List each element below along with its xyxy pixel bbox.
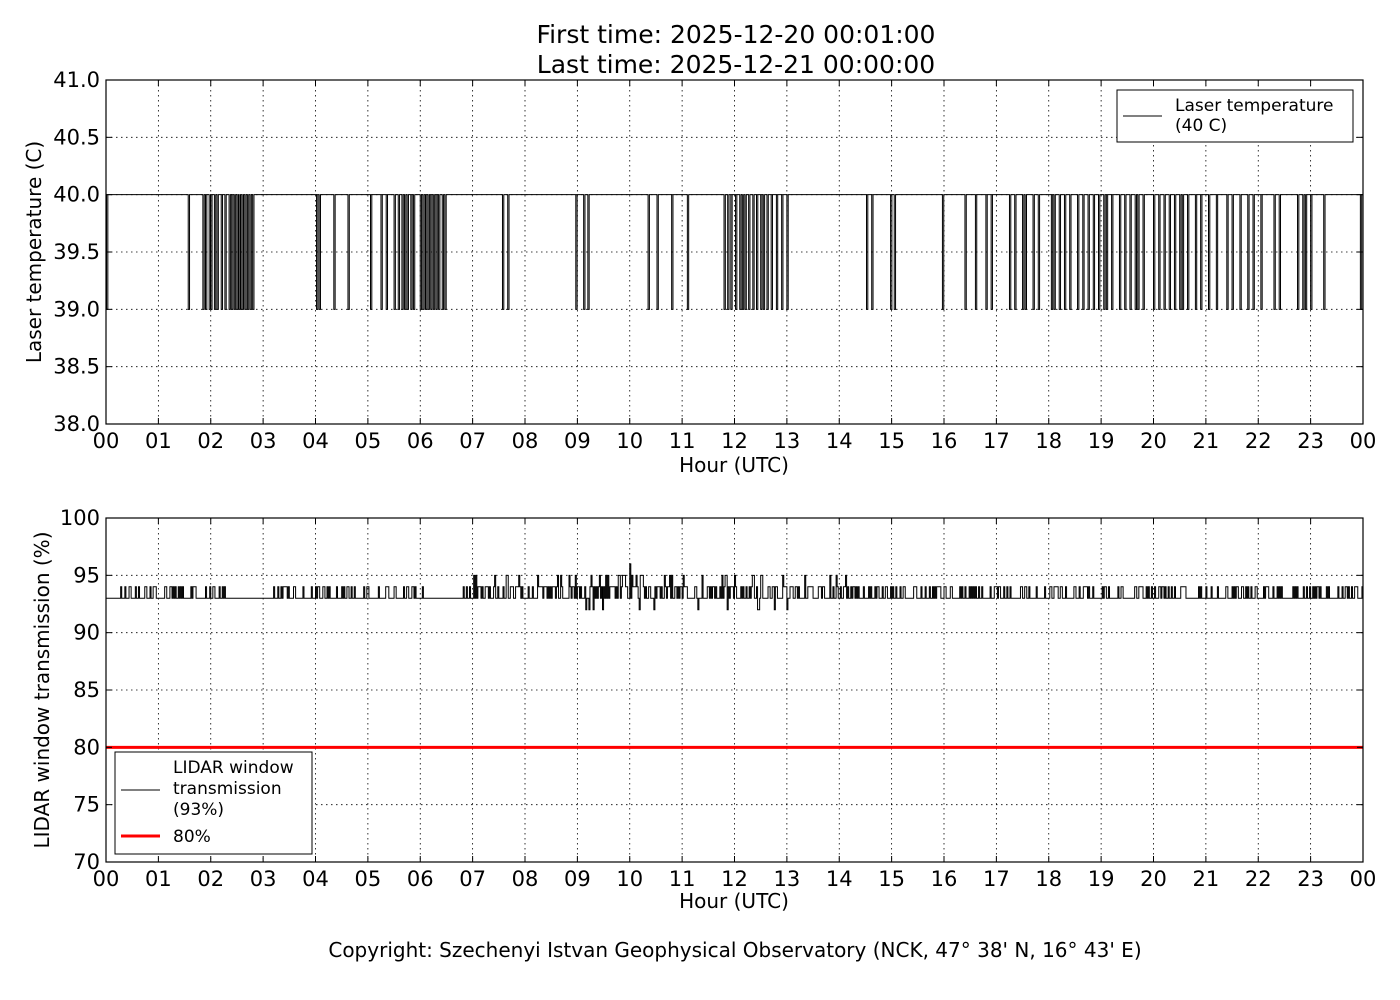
copyright-note: Copyright: Szechenyi Istvan Geophysical … — [328, 938, 1141, 962]
lidar-transmission-xlabel: Hour (UTC) — [679, 889, 789, 913]
lidar-transmission-xtick-label: 17 — [983, 867, 1010, 891]
lidar-transmission-series-line — [106, 563, 1364, 611]
lidar-transmission-xtick-label: 14 — [826, 867, 853, 891]
laser-temperature-xtick-label: 06 — [407, 429, 434, 453]
lidar-transmission-xtick-label: 04 — [302, 867, 329, 891]
laser-temperature-ytick-label: 40.5 — [53, 125, 100, 149]
lidar-transmission-ylabel: LIDAR window transmission (%) — [30, 532, 54, 849]
lidar-transmission-legend-line2: transmission — [173, 779, 282, 799]
laser-temperature-legend: Laser temperature (40 C) — [1116, 89, 1354, 143]
laser-temperature-xtick-label: 20 — [1140, 429, 1167, 453]
lidar-transmission-xtick-label: 13 — [774, 867, 801, 891]
laser-temperature-xtick-label: 00 — [1350, 429, 1377, 453]
chart-title-line1: First time: 2025-12-20 00:01:00 — [537, 20, 936, 49]
chart-title-line2: Last time: 2025-12-21 00:00:00 — [537, 50, 935, 79]
threshold-legend-label: 80% — [173, 827, 211, 847]
laser-temperature-xtick-label: 00 — [93, 429, 120, 453]
laser-temperature-xtick-label: 02 — [197, 429, 224, 453]
lidar-transmission-xtick-label: 00 — [1350, 867, 1377, 891]
lidar-transmission-ytick-label: 100 — [60, 506, 100, 530]
laser-temperature-xtick-label: 01 — [145, 429, 172, 453]
lidar-transmission-xtick-label: 21 — [1193, 867, 1220, 891]
lidar-transmission-ytick-label: 90 — [73, 621, 100, 645]
laser-temperature-xtick-label: 14 — [826, 429, 853, 453]
lidar-transmission-xtick-label: 20 — [1140, 867, 1167, 891]
lidar-transmission-ytick-label: 80 — [73, 735, 100, 759]
laser-temperature-ytick-label: 39.5 — [53, 240, 100, 264]
lidar-transmission-xtick-label: 08 — [512, 867, 539, 891]
lidar-transmission-xtick-label: 12 — [721, 867, 748, 891]
lidar-transmission-ytick-label: 85 — [73, 678, 100, 702]
lidar-transmission-xtick-label: 07 — [459, 867, 486, 891]
laser-temperature-xtick-label: 11 — [669, 429, 696, 453]
laser-temperature-ytick-label: 40.0 — [53, 183, 100, 207]
lidar-transmission-xtick-label: 18 — [1035, 867, 1062, 891]
lidar-transmission-xtick-label: 19 — [1088, 867, 1115, 891]
lidar-transmission-xtick-label: 16 — [931, 867, 958, 891]
lidar-transmission-xtick-label: 22 — [1245, 867, 1272, 891]
laser-temperature-panel: 00 01 02 03 04 05 06 07 08 09 10 11 12 13 14 15 16 17 18 19… — [22, 68, 1376, 477]
laser-temperature-ytick-label: 38.5 — [53, 355, 100, 379]
lidar-transmission-xtick-label: 06 — [407, 867, 434, 891]
laser-temperature-ylabel: Laser temperature (C) — [22, 141, 46, 363]
laser-temperature-xtick-label: 21 — [1193, 429, 1220, 453]
lidar-transmission-ytick-label: 70 — [73, 850, 100, 874]
laser-temperature-xtick-label: 13 — [774, 429, 801, 453]
laser-temperature-xtick-label: 18 — [1035, 429, 1062, 453]
lidar-transmission-xtick-label: 15 — [878, 867, 905, 891]
lidar-transmission-ytick-label: 75 — [73, 793, 100, 817]
lidar-transmission-legend-line1: LIDAR window — [173, 758, 294, 778]
laser-temperature-xtick-label: 15 — [878, 429, 905, 453]
lidar-transmission-xtick-label: 23 — [1297, 867, 1324, 891]
laser-temperature-xtick-label: 03 — [250, 429, 277, 453]
laser-temperature-xtick-label: 22 — [1245, 429, 1272, 453]
lidar-transmission-xtick-label: 01 — [145, 867, 172, 891]
lidar-transmission-xtick-label: 00 — [93, 867, 120, 891]
laser-temperature-xtick-label: 10 — [616, 429, 643, 453]
laser-temperature-series-line — [106, 194, 1363, 310]
lidar-transmission-xtick-label: 11 — [669, 867, 696, 891]
laser-temperature-xtick-label: 17 — [983, 429, 1010, 453]
lidar-transmission-ytick-label: 95 — [73, 563, 100, 587]
laser-temperature-legend-line1: Laser temperature — [1175, 96, 1333, 116]
lidar-transmission-xtick-label: 05 — [355, 867, 382, 891]
lidar-transmission-xtick-label: 02 — [197, 867, 224, 891]
laser-temperature-ytick-label: 38.0 — [53, 412, 100, 436]
laser-temperature-xtick-label: 23 — [1297, 429, 1324, 453]
lidar-transmission-xtick-label: 09 — [564, 867, 591, 891]
lidar-transmission-legend-line3: (93%) — [173, 800, 224, 820]
laser-temperature-xtick-label: 04 — [302, 429, 329, 453]
laser-temperature-ytick-label: 41.0 — [53, 68, 100, 92]
laser-temperature-xtick-label: 12 — [721, 429, 748, 453]
lidar-transmission-legend: LIDAR window transmission (93%) 80% — [114, 751, 313, 855]
laser-temperature-ytick-label: 39.0 — [53, 297, 100, 321]
lidar-transmission-panel: 00 01 02 03 04 05 06 07 08 09 10 11 12 13 14 15 16 17 18 19… — [30, 506, 1376, 913]
laser-temperature-xtick-label: 08 — [512, 429, 539, 453]
laser-temperature-xtick-label: 16 — [931, 429, 958, 453]
laser-temperature-xtick-label: 07 — [459, 429, 486, 453]
laser-temperature-xtick-label: 05 — [355, 429, 382, 453]
laser-temperature-legend-line2: (40 C) — [1175, 116, 1227, 136]
lidar-transmission-xtick-label: 10 — [616, 867, 643, 891]
laser-temperature-xtick-label: 09 — [564, 429, 591, 453]
lidar-transmission-xtick-label: 03 — [250, 867, 277, 891]
laser-temperature-xlabel: Hour (UTC) — [679, 453, 789, 477]
laser-temperature-xtick-label: 19 — [1088, 429, 1115, 453]
